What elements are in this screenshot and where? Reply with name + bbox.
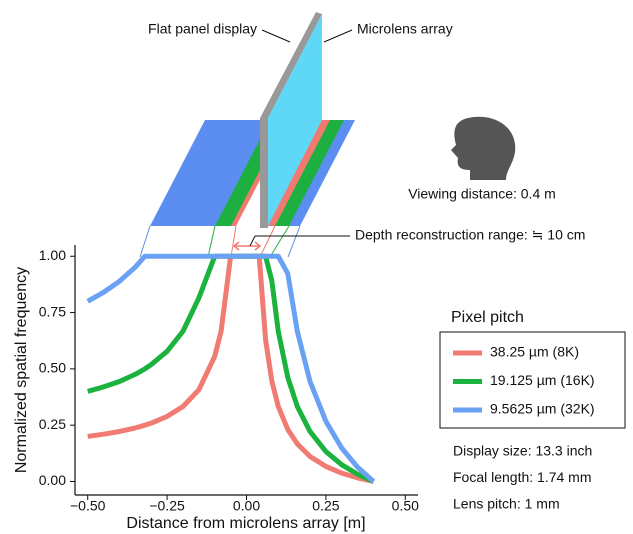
head-icon — [451, 117, 515, 180]
series-line — [88, 256, 374, 481]
legend-label: 9.5625 µm (32K) — [490, 401, 595, 417]
diagram — [140, 12, 515, 257]
x-tick-label: 0.00 — [233, 498, 260, 514]
annotation: Viewing distance: 0.4 m — [408, 186, 556, 202]
x-tick-label: 0.25 — [312, 498, 339, 514]
chart: Flat panel display Microlens array Viewi… — [0, 0, 633, 534]
legend-title: Pixel pitch — [451, 309, 524, 326]
note: Focal length: 1.74 mm — [453, 469, 592, 485]
annotation: Flat panel display — [148, 21, 257, 37]
series-line — [88, 256, 374, 481]
x-tick-label: −0.50 — [70, 498, 106, 514]
y-tick-label: 1.00 — [39, 247, 66, 263]
page: {"chart_data": {"type": "line", "x_label… — [0, 0, 633, 534]
note: Display size: 13.3 inch — [453, 443, 592, 459]
legend-label: 38.25 µm (8K) — [490, 344, 579, 360]
note: Lens pitch: 1 mm — [453, 496, 560, 512]
y-tick-label: 0.25 — [39, 416, 66, 432]
y-tick-label: 0.50 — [39, 360, 66, 376]
legend-label: 19.125 µm (16K) — [490, 372, 595, 388]
annotation: Microlens array — [357, 21, 453, 37]
y-tick-label: 0.00 — [39, 472, 66, 488]
y-axis-label: Normalized spatial frequency — [13, 267, 30, 473]
projection-lines — [208, 226, 289, 257]
x-tick-label: 0.50 — [392, 498, 419, 514]
x-axis-label: Distance from microlens array [m] — [126, 515, 365, 532]
annotation: Depth reconstruction range: ≒ 10 cm — [355, 227, 585, 243]
x-tick-label: −0.25 — [149, 498, 185, 514]
series-line — [88, 256, 374, 481]
y-tick-label: 0.75 — [39, 303, 66, 319]
